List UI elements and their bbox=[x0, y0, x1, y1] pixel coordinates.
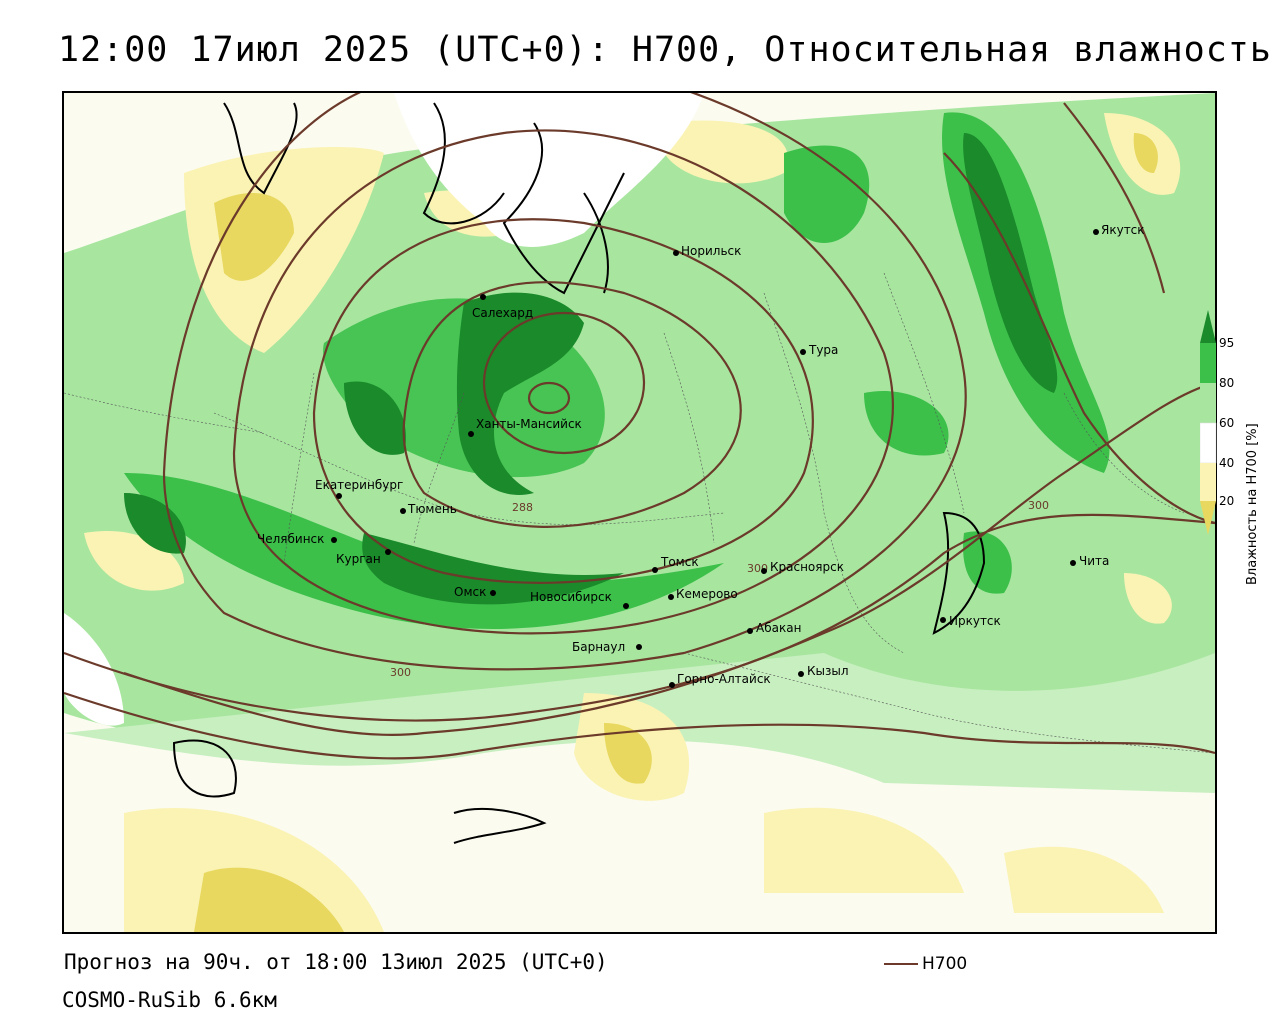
colorbar-title: Влажность на H700 [%] bbox=[1245, 423, 1260, 585]
city-dot-novosibirsk bbox=[623, 603, 629, 609]
city-dot-irkutsk bbox=[940, 617, 946, 623]
contour-label-288: 288 bbox=[512, 501, 533, 514]
city-chelyabinsk: Челябинск bbox=[257, 532, 324, 546]
colorbar-tick-40: 40 bbox=[1219, 456, 1234, 470]
city-tura: Тура bbox=[808, 343, 838, 357]
map-canvas: 288 300 300 300 Салехард Норильск Якутск… bbox=[64, 93, 1215, 932]
contour-300b bbox=[123, 381, 1215, 736]
city-dot-chelyabinsk bbox=[331, 537, 337, 543]
contour-ring-2 bbox=[402, 281, 742, 528]
city-irkutsk: Иркутск bbox=[949, 614, 1001, 628]
legend-h700-line bbox=[884, 963, 918, 965]
city-novosibirsk: Новосибирск bbox=[530, 590, 612, 604]
city-abakan: Абакан bbox=[756, 621, 801, 635]
legend-h700-label: H700 bbox=[922, 954, 968, 974]
contour-ring-4 bbox=[232, 129, 894, 635]
colorbar-tick-80: 80 bbox=[1219, 376, 1234, 390]
colorbar-band-60-80 bbox=[1200, 383, 1216, 423]
city-dot-barnaul bbox=[636, 644, 642, 650]
city-dot-kemerovo bbox=[668, 594, 674, 600]
city-dot-norilsk bbox=[673, 250, 679, 256]
city-dot-tomsk bbox=[652, 567, 658, 573]
city-kyzyl: Кызыл bbox=[807, 664, 849, 678]
city-kemerovo: Кемерово bbox=[676, 587, 738, 601]
city-dot-yakutsk bbox=[1093, 229, 1099, 235]
h700-contours bbox=[64, 93, 1215, 760]
colorbar-band-40-60 bbox=[1200, 422, 1217, 464]
colorbar-tick-95: 95 bbox=[1219, 336, 1234, 350]
city-dot-tyumen bbox=[400, 508, 406, 514]
city-kurgan: Курган bbox=[336, 552, 381, 566]
city-yakutsk: Якутск bbox=[1101, 223, 1145, 237]
city-dot-abakan bbox=[747, 628, 753, 634]
city-norilsk: Норильск bbox=[681, 244, 741, 258]
coastline bbox=[172, 102, 986, 844]
colorbar-tick-60: 60 bbox=[1219, 416, 1234, 430]
city-chita: Чита bbox=[1079, 554, 1109, 568]
city-tyumen: Тюмень bbox=[407, 502, 457, 516]
city-dot-ekaterinburg bbox=[336, 493, 342, 499]
city-gorno-altaysk: Горно-Алтайск bbox=[677, 672, 771, 686]
city-dot-kurgan bbox=[385, 549, 391, 555]
city-dot-gorno-altaysk bbox=[669, 682, 675, 688]
contour-ring-1 bbox=[482, 311, 646, 455]
city-dot-chita bbox=[1070, 560, 1076, 566]
city-dot-khanty-mansiysk bbox=[468, 431, 474, 437]
colorbar-bottom-arrow bbox=[1200, 501, 1216, 535]
city-markers: Салехард Норильск Якутск Тура Ханты-Манс… bbox=[257, 223, 1145, 688]
city-dot-kyzyl bbox=[798, 671, 804, 677]
colorbar-band-80-95 bbox=[1200, 343, 1216, 383]
contour-label-300-east: 300 bbox=[1028, 499, 1049, 512]
contour-low-center bbox=[527, 381, 571, 415]
city-barnaul: Барнаул bbox=[572, 640, 625, 654]
city-tomsk: Томск bbox=[660, 555, 699, 569]
model-name: COSMO-RuSib 6.6км bbox=[62, 988, 277, 1012]
forecast-info: Прогноз на 90ч. от 18:00 13июл 2025 (UTC… bbox=[64, 950, 608, 974]
contour-300a bbox=[64, 513, 1215, 722]
colorbar-tick-20: 20 bbox=[1219, 494, 1234, 508]
colorbar-band-20-40 bbox=[1200, 463, 1216, 501]
city-krasnoyarsk: Красноярск bbox=[770, 560, 844, 574]
contour-300c bbox=[64, 691, 1215, 760]
city-dot-salekhard bbox=[480, 294, 486, 300]
contour-east bbox=[943, 152, 1215, 525]
weather-map: 288 300 300 300 Салехард Норильск Якутск… bbox=[62, 91, 1217, 934]
colorbar-top-arrow bbox=[1200, 310, 1216, 343]
city-dot-tura bbox=[800, 349, 806, 355]
map-title: 12:00 17июл 2025 (UTC+0): H700, Относите… bbox=[58, 30, 1272, 70]
contour-ring-3 bbox=[312, 218, 814, 584]
city-dot-krasnoyarsk bbox=[761, 568, 767, 574]
contour-northeast bbox=[1063, 102, 1166, 294]
city-omsk: Омск bbox=[454, 585, 486, 599]
humidity-colorbar: 95 80 60 40 20 Влажность на H700 [%] bbox=[1200, 310, 1260, 585]
city-salekhard: Салехард bbox=[472, 306, 533, 320]
city-dot-omsk bbox=[490, 590, 496, 596]
city-khanty-mansiysk: Ханты-Мансийск bbox=[476, 417, 582, 431]
contour-label-300-west: 300 bbox=[390, 666, 411, 679]
city-ekaterinburg: Екатеринбург bbox=[315, 478, 403, 492]
